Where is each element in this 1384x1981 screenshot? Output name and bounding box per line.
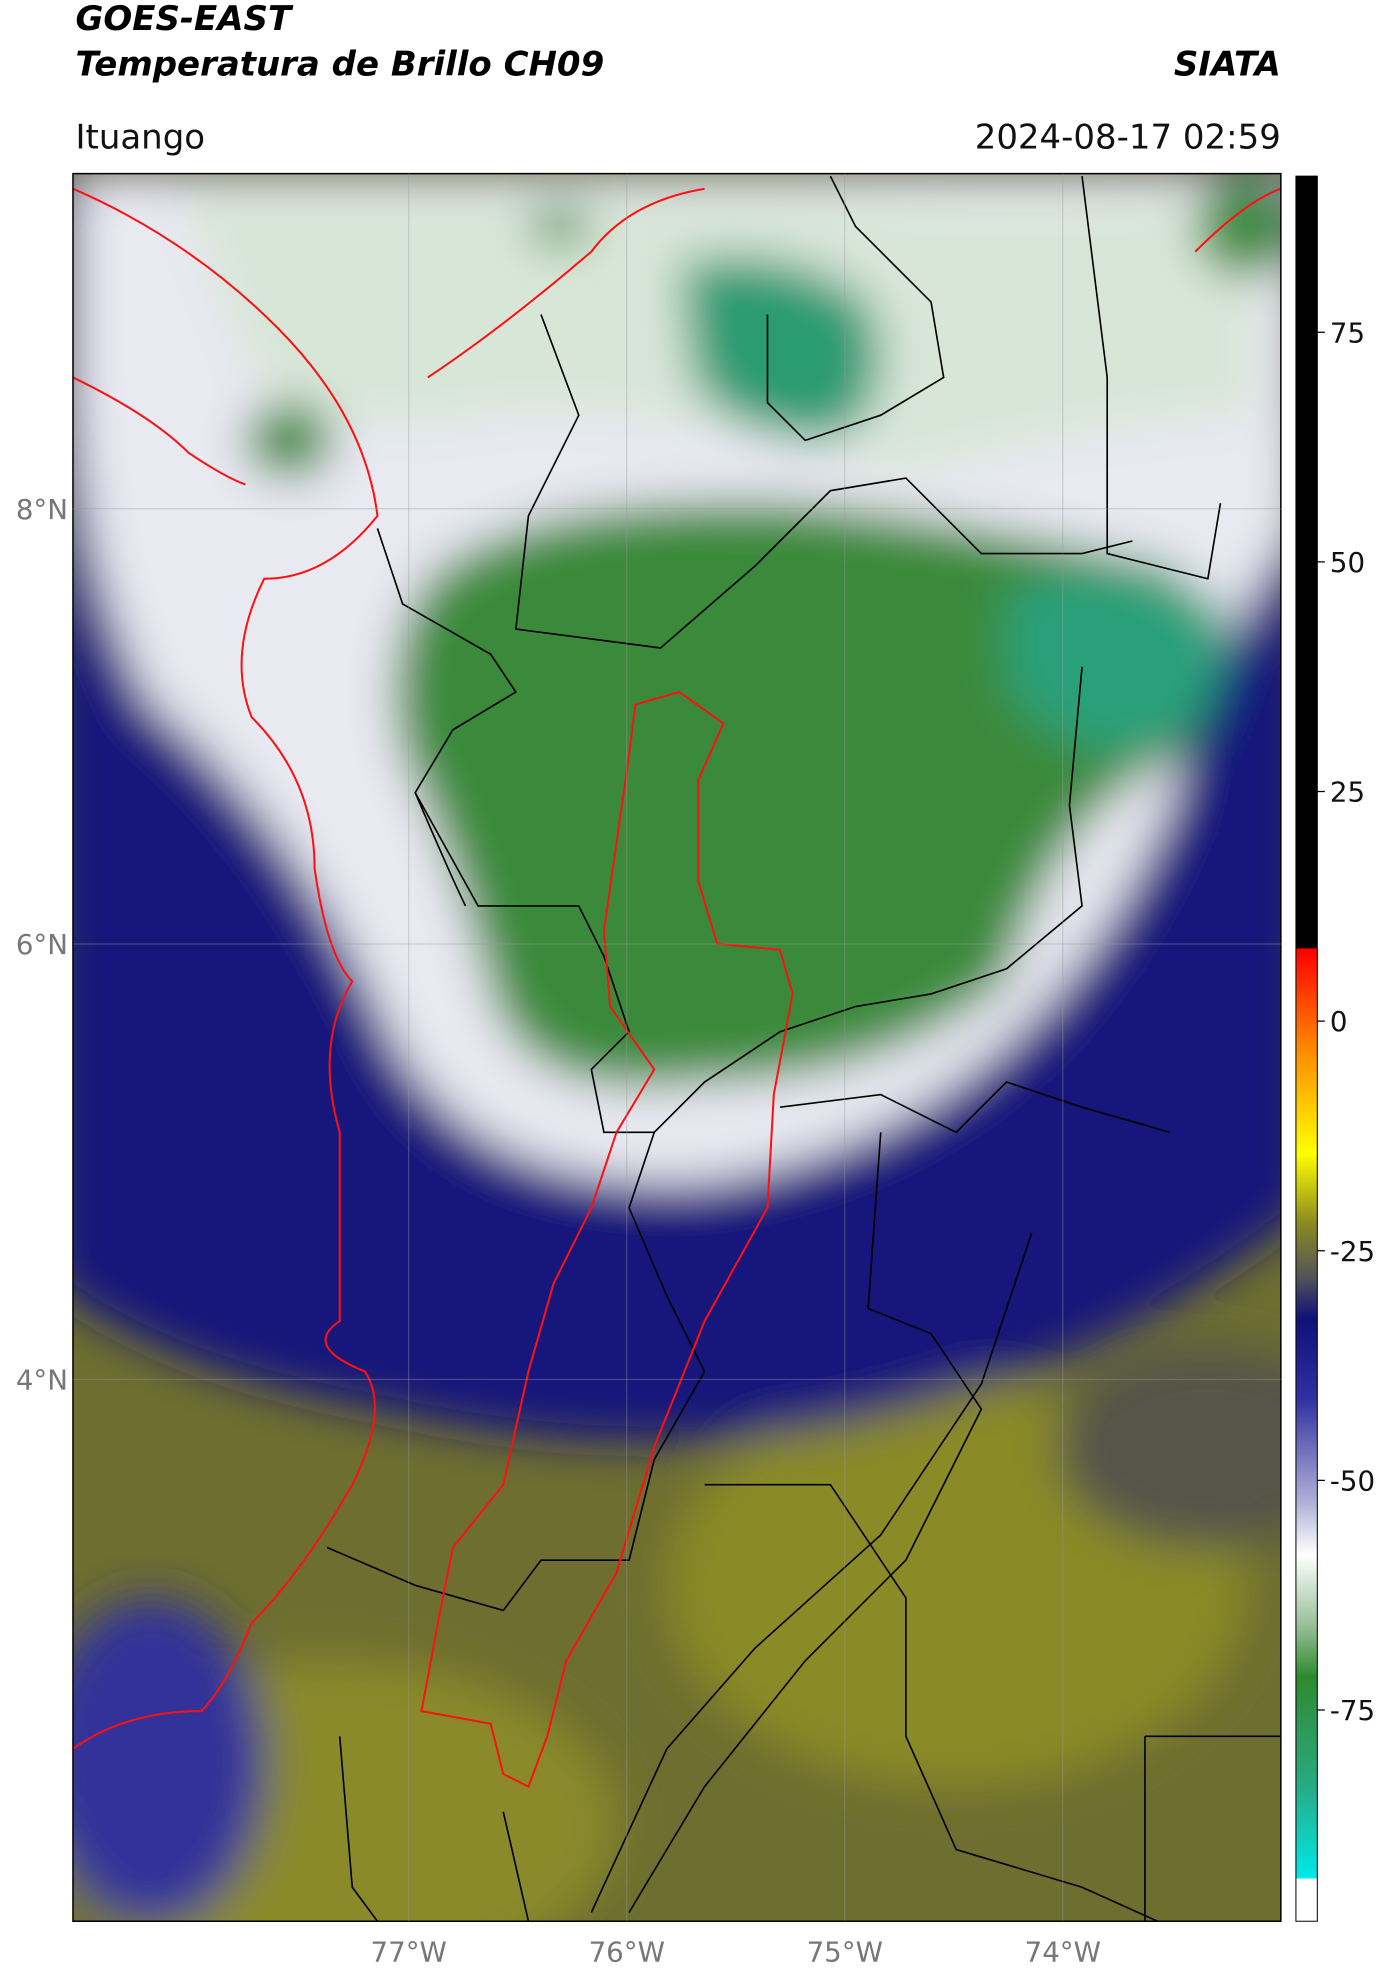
x-tick-label: 76°W	[589, 1935, 665, 1968]
colorbar-tick-label: -75	[1330, 1694, 1375, 1727]
x-tick-label: 77°W	[371, 1935, 447, 1968]
colorbar-tick-label: -50	[1330, 1464, 1375, 1497]
subtitle: Temperatura de Brillo CH09	[75, 44, 604, 84]
colorbar-tick-label: -25	[1330, 1235, 1375, 1268]
colorbar-tick-label: 50	[1330, 546, 1365, 579]
map-frame	[72, 172, 1282, 1922]
y-tick-label: 6°N	[16, 928, 68, 961]
title: GOES-EAST	[75, 0, 293, 39]
location: Ituango	[75, 117, 205, 157]
map-image	[72, 173, 1281, 1922]
colorbar-tick-label: 0	[1330, 1005, 1348, 1038]
coastline-and-basin	[72, 187, 1281, 1789]
x-tick-label: 75°W	[807, 1935, 883, 1968]
source: SIATA	[1174, 44, 1281, 84]
colorbar	[1295, 175, 1318, 1922]
colorbar-tick-label: 75	[1330, 316, 1365, 349]
borders	[326, 175, 1281, 1922]
datetime: 2024-08-17 02:59	[975, 117, 1281, 157]
colorbar-tick-label: 25	[1330, 776, 1365, 809]
x-tick-label: 74°W	[1025, 1935, 1101, 1968]
y-tick-label: 4°N	[16, 1363, 68, 1396]
y-tick-label: 8°N	[16, 493, 68, 526]
